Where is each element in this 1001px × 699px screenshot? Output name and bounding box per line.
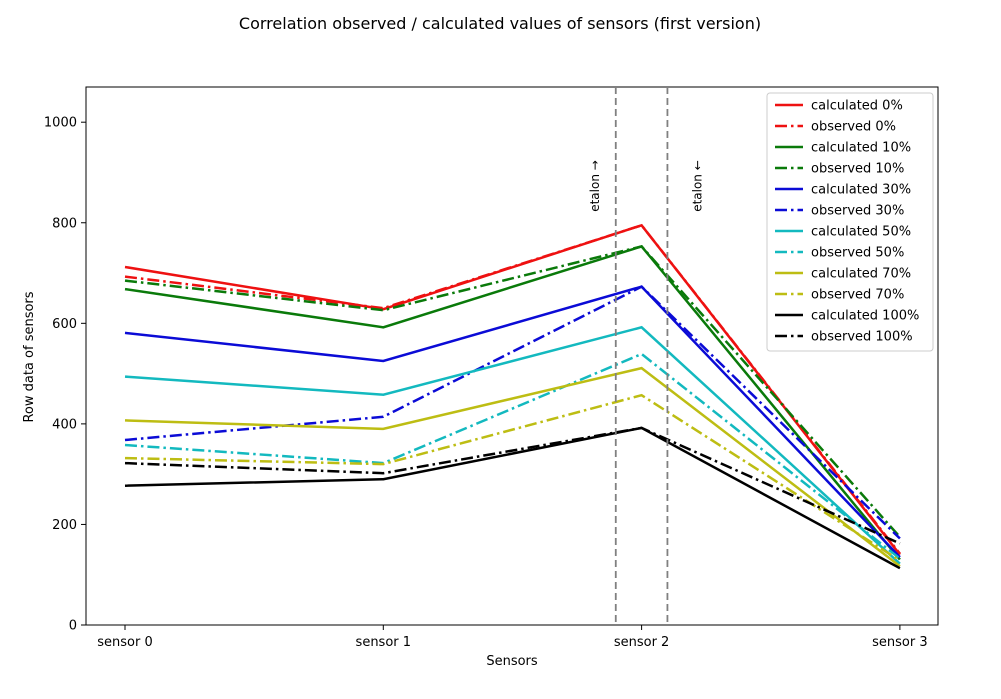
axes-frame	[85, 86, 939, 626]
x-tick-label: sensor 1	[356, 635, 412, 650]
series-line-calculated-30	[124, 285, 901, 558]
legend-label: calculated 100%	[811, 309, 919, 324]
y-tick-label: 400	[52, 417, 77, 432]
legend-label: observed 30%	[811, 204, 904, 219]
y-tick-label: 1000	[44, 116, 77, 131]
legend-label: observed 50%	[811, 246, 904, 261]
legend-label: observed 70%	[811, 288, 904, 303]
legend-box	[766, 92, 934, 352]
y-tick-label: 600	[52, 317, 77, 332]
y-tick-label: 800	[52, 216, 77, 231]
y-tick-label: 0	[69, 619, 77, 634]
legend: calculated 0% observed 0% calculated 10% ob…	[766, 92, 934, 352]
etalon-label: etalon ←	[690, 160, 704, 212]
x-tick-label: sensor 0	[97, 635, 153, 650]
series-line-observed-30	[124, 285, 901, 540]
series-line-observed-70	[124, 393, 901, 562]
y-tick-label: 200	[52, 518, 77, 533]
legend-label: calculated 30%	[811, 183, 911, 198]
legend-label: calculated 50%	[811, 225, 911, 240]
legend-label: calculated 70%	[811, 267, 911, 282]
series-line-calculated-100	[124, 426, 901, 570]
x-tick-label: sensor 2	[614, 635, 670, 650]
series-line-calculated-10	[124, 244, 901, 561]
series-line-observed-10	[124, 245, 901, 538]
series-line-calculated-70	[124, 366, 901, 568]
legend-label: calculated 10%	[811, 141, 911, 156]
legend-label: observed 0%	[811, 120, 896, 135]
series-line-observed-100	[124, 426, 901, 545]
etalon-label: etalon →	[588, 160, 602, 212]
series-line-observed-50	[124, 352, 901, 560]
y-axis-label: Row data of sensors	[22, 291, 37, 422]
x-tick-label: sensor 3	[872, 635, 928, 650]
plot-area: 0 200 400 600 800 1000 sensor 0 sensor 1 sensor …	[44, 86, 939, 650]
series-line-calculated-50	[124, 325, 901, 565]
legend-label: observed 10%	[811, 162, 904, 177]
x-axis-label: Sensors	[486, 654, 538, 669]
chart-title: Correlation observed / calculated values…	[239, 14, 761, 33]
series-line-observed-0	[124, 223, 901, 555]
series-line-calculated-0	[124, 223, 901, 556]
legend-label: calculated 0%	[811, 99, 903, 114]
legend-label: observed 100%	[811, 330, 913, 345]
